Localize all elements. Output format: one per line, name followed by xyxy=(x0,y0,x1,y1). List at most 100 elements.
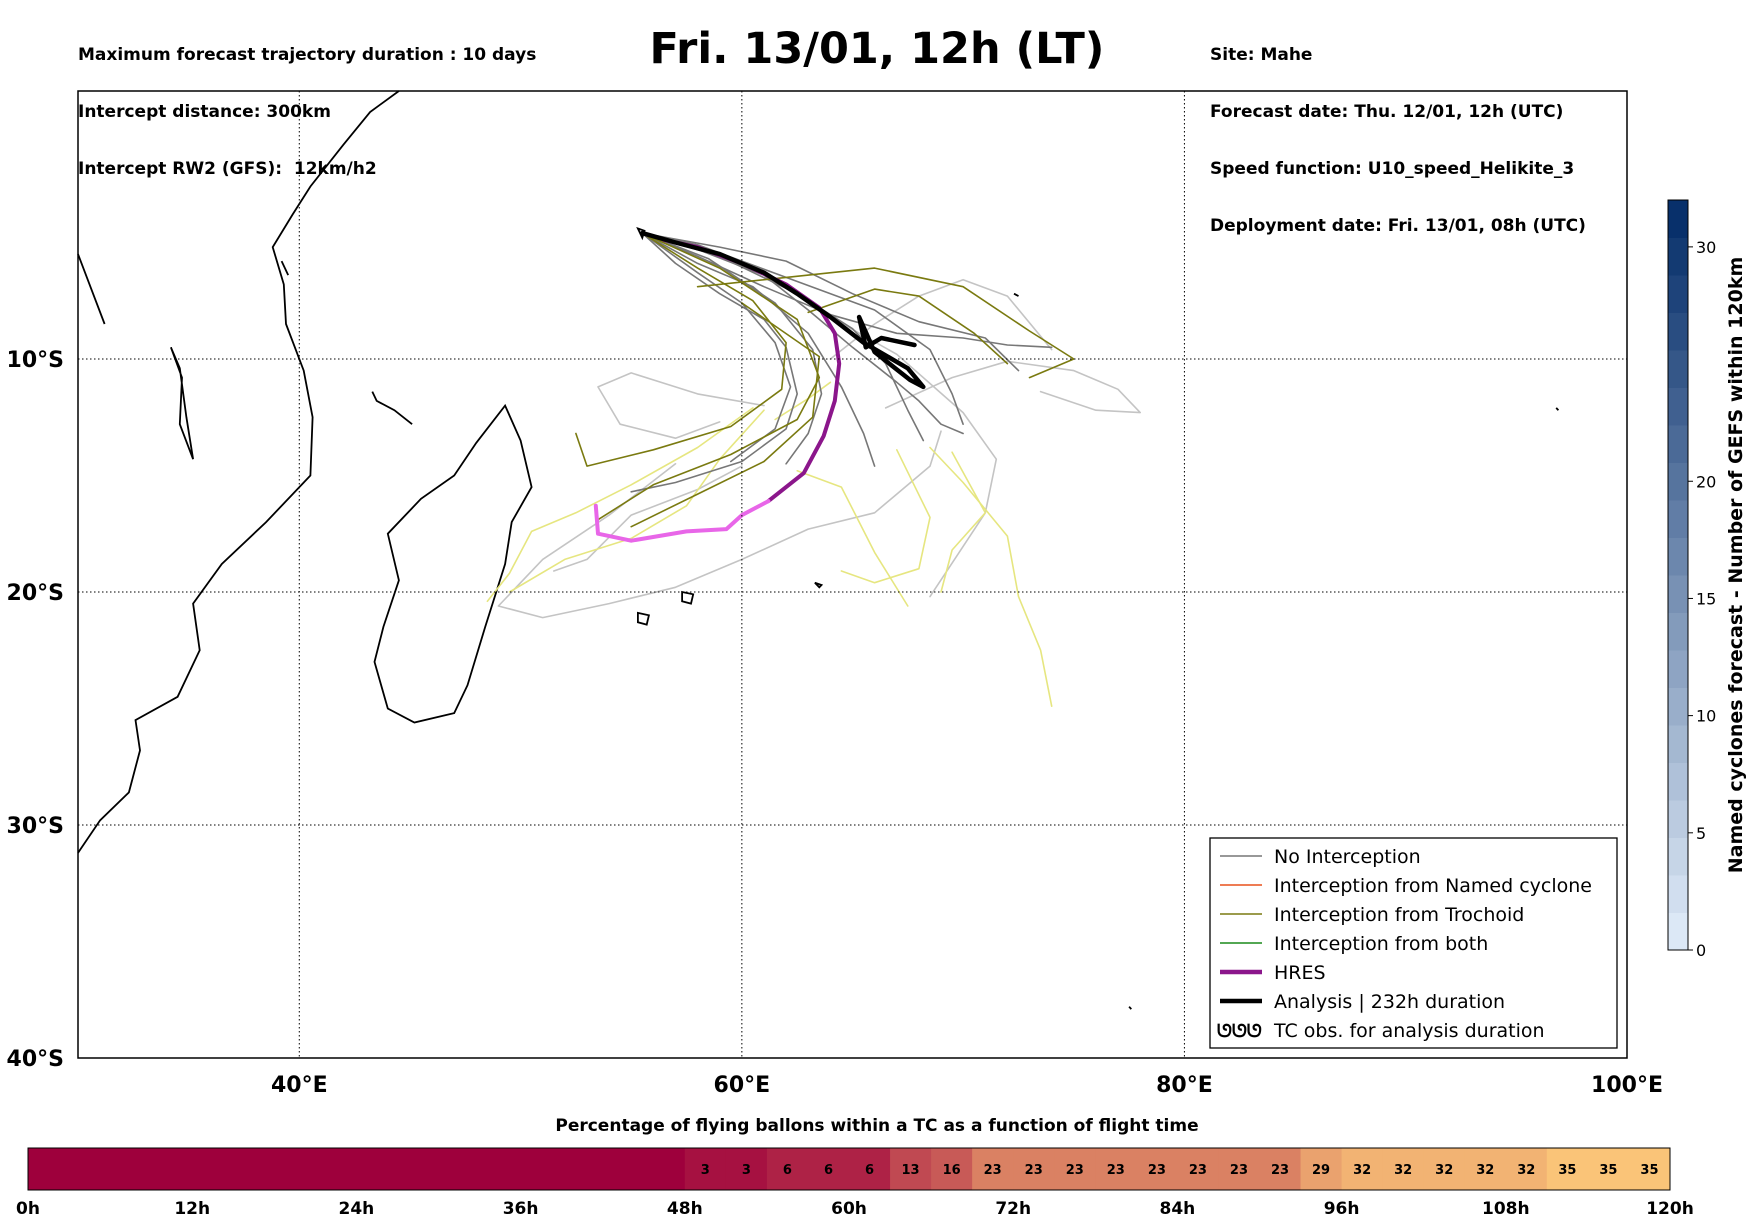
colorbar-tick-label: 15 xyxy=(1696,589,1716,608)
track-interception-from-trochoid xyxy=(597,232,821,521)
track-light-yellow-unlabelled xyxy=(486,407,754,603)
flight-time-cell xyxy=(1505,1148,1548,1190)
flight-time-cell xyxy=(397,1148,439,1190)
track-light-grey-unlabelled xyxy=(552,465,743,572)
track-no-interception xyxy=(641,232,823,465)
flight-time-cell-value: 3 xyxy=(701,1163,710,1178)
named-cyclones-colorbar: 0 5 10 15 20 30 Named cyclones forecast - Numb… xyxy=(1667,199,1747,960)
colorbar-tick-label: 5 xyxy=(1696,824,1706,843)
legend-label: TC obs. for analysis duration xyxy=(1273,1020,1545,1042)
map-grid xyxy=(78,91,1627,1058)
flight-time-colorbar: 3 3 6 6 6 13 16 23 23 23 23 23 23 23 23 29 32 32 32 32 32 35 3… xyxy=(16,1147,1694,1219)
chart-title: Fri. 13/01, 12h (LT) xyxy=(649,24,1105,74)
legend-label: Interception from Trochoid xyxy=(1274,904,1524,926)
track-hres-early xyxy=(662,238,842,504)
bottom-colorbar-frame xyxy=(27,1147,1671,1191)
colorbar-step xyxy=(1668,462,1688,501)
africa-coast xyxy=(77,90,400,854)
colorbar-step xyxy=(1668,200,1688,238)
lake-malawi xyxy=(170,346,194,460)
rodrigues xyxy=(814,581,824,589)
colorbar-step xyxy=(1668,912,1688,951)
bottom-colorbar-title: Percentage of flying ballons within a TC… xyxy=(555,1116,1199,1136)
trajectory-tracks xyxy=(486,230,1141,708)
lon-tick-label: 80°E xyxy=(1156,1073,1213,1098)
flight-time-cell xyxy=(684,1148,727,1190)
flight-time-cell-value: 6 xyxy=(824,1163,833,1178)
flight-time-cell xyxy=(1259,1148,1302,1190)
lake-tanganyika xyxy=(77,253,106,325)
lon-tick-label: 60°E xyxy=(714,1073,771,1098)
flight-time-cell xyxy=(1054,1148,1096,1190)
flight-time-cell xyxy=(315,1148,357,1190)
flight-time-tick-label: 24h xyxy=(339,1199,375,1219)
track-no-interception xyxy=(641,232,792,463)
flight-time-cell-value: 23 xyxy=(1107,1163,1125,1178)
colorbar-step xyxy=(1668,500,1688,538)
madagascar-coast xyxy=(373,403,533,724)
track-light-grey-unlabelled xyxy=(497,430,942,619)
header-right-line: Forecast date: Thu. 12/01, 12h (UTC) xyxy=(1210,102,1564,122)
colorbar-step xyxy=(1668,575,1688,613)
lat-tick-label: 10°S xyxy=(7,348,64,373)
flight-time-cell xyxy=(1177,1148,1219,1190)
flight-time-cell xyxy=(192,1148,234,1190)
flight-time-cell-value: 32 xyxy=(1517,1163,1535,1178)
map-axes: 40°E 60°E 80°E 100°E 10°S 20°S 30°S 40°S xyxy=(7,348,1663,1098)
track-hres-late xyxy=(593,499,771,543)
track-light-yellow-unlabelled xyxy=(508,409,765,593)
zanzibar xyxy=(280,260,290,276)
track-interception-from-trochoid xyxy=(807,288,1009,365)
colorbar-tick-label: 30 xyxy=(1696,238,1716,257)
flight-time-cell xyxy=(849,1148,891,1190)
colorbar-step xyxy=(1668,275,1688,313)
flight-time-cell xyxy=(602,1148,645,1190)
header-left-info: Maximum forecast trajectory duration : 1… xyxy=(78,8,536,198)
flight-time-cell-value: 35 xyxy=(1599,1163,1617,1178)
flight-time-cell-value: 29 xyxy=(1312,1163,1330,1178)
colorbar-step xyxy=(1668,800,1688,838)
flight-time-tick-label: 120h xyxy=(1646,1199,1694,1219)
track-no-interception xyxy=(641,232,964,426)
colorbar-tick-label: 0 xyxy=(1696,941,1706,960)
reunion xyxy=(637,611,650,626)
flight-time-cell xyxy=(1546,1148,1589,1190)
legend-label: No Interception xyxy=(1274,846,1421,868)
flight-time-cell-value: 32 xyxy=(1476,1163,1494,1178)
flight-time-cell xyxy=(1095,1148,1137,1190)
track-light-yellow-unlabelled xyxy=(796,469,909,607)
flight-time-cell xyxy=(1300,1148,1343,1190)
flight-time-cell-value: 23 xyxy=(1025,1163,1043,1178)
flight-time-cell xyxy=(438,1148,481,1190)
flight-time-cell xyxy=(356,1148,398,1190)
track-interception-from-trochoid xyxy=(575,232,787,467)
track-analysis-232h-duration xyxy=(640,230,926,390)
track-no-interception xyxy=(641,232,964,435)
flight-time-cell-value: 13 xyxy=(902,1163,920,1178)
lon-tick-label: 100°E xyxy=(1591,1073,1663,1098)
track-no-interception xyxy=(641,232,1020,372)
flight-time-cell xyxy=(766,1148,809,1190)
flight-time-cell-value: 3 xyxy=(742,1163,751,1178)
legend-symbol: ᘎᘎᘎ xyxy=(1217,1021,1262,1042)
track-no-interception xyxy=(641,232,876,467)
flight-time-cell xyxy=(1013,1148,1055,1190)
flight-time-tick-label: 84h xyxy=(1160,1199,1196,1219)
flight-time-cell-value: 32 xyxy=(1353,1163,1371,1178)
flight-time-tick-label: 72h xyxy=(995,1199,1031,1219)
colorbar-step xyxy=(1668,537,1688,576)
flight-time-tick-label: 48h xyxy=(667,1199,703,1219)
track-interception-from-trochoid xyxy=(696,267,1075,379)
flight-time-cell xyxy=(520,1148,563,1190)
flight-time-tick-label: 36h xyxy=(503,1199,539,1219)
map-frame xyxy=(77,90,1628,1059)
flight-time-tick-label: 12h xyxy=(174,1199,210,1219)
flight-time-cell-value: 35 xyxy=(1558,1163,1576,1178)
flight-time-cell xyxy=(1218,1148,1260,1190)
legend-label: Interception from both xyxy=(1274,933,1488,955)
track-no-interception xyxy=(630,232,799,493)
header-right-info: Site: Mahe Forecast date: Thu. 12/01, 12… xyxy=(1210,8,1586,255)
flight-time-cell xyxy=(931,1148,973,1190)
track-light-yellow-unlabelled xyxy=(940,451,987,593)
